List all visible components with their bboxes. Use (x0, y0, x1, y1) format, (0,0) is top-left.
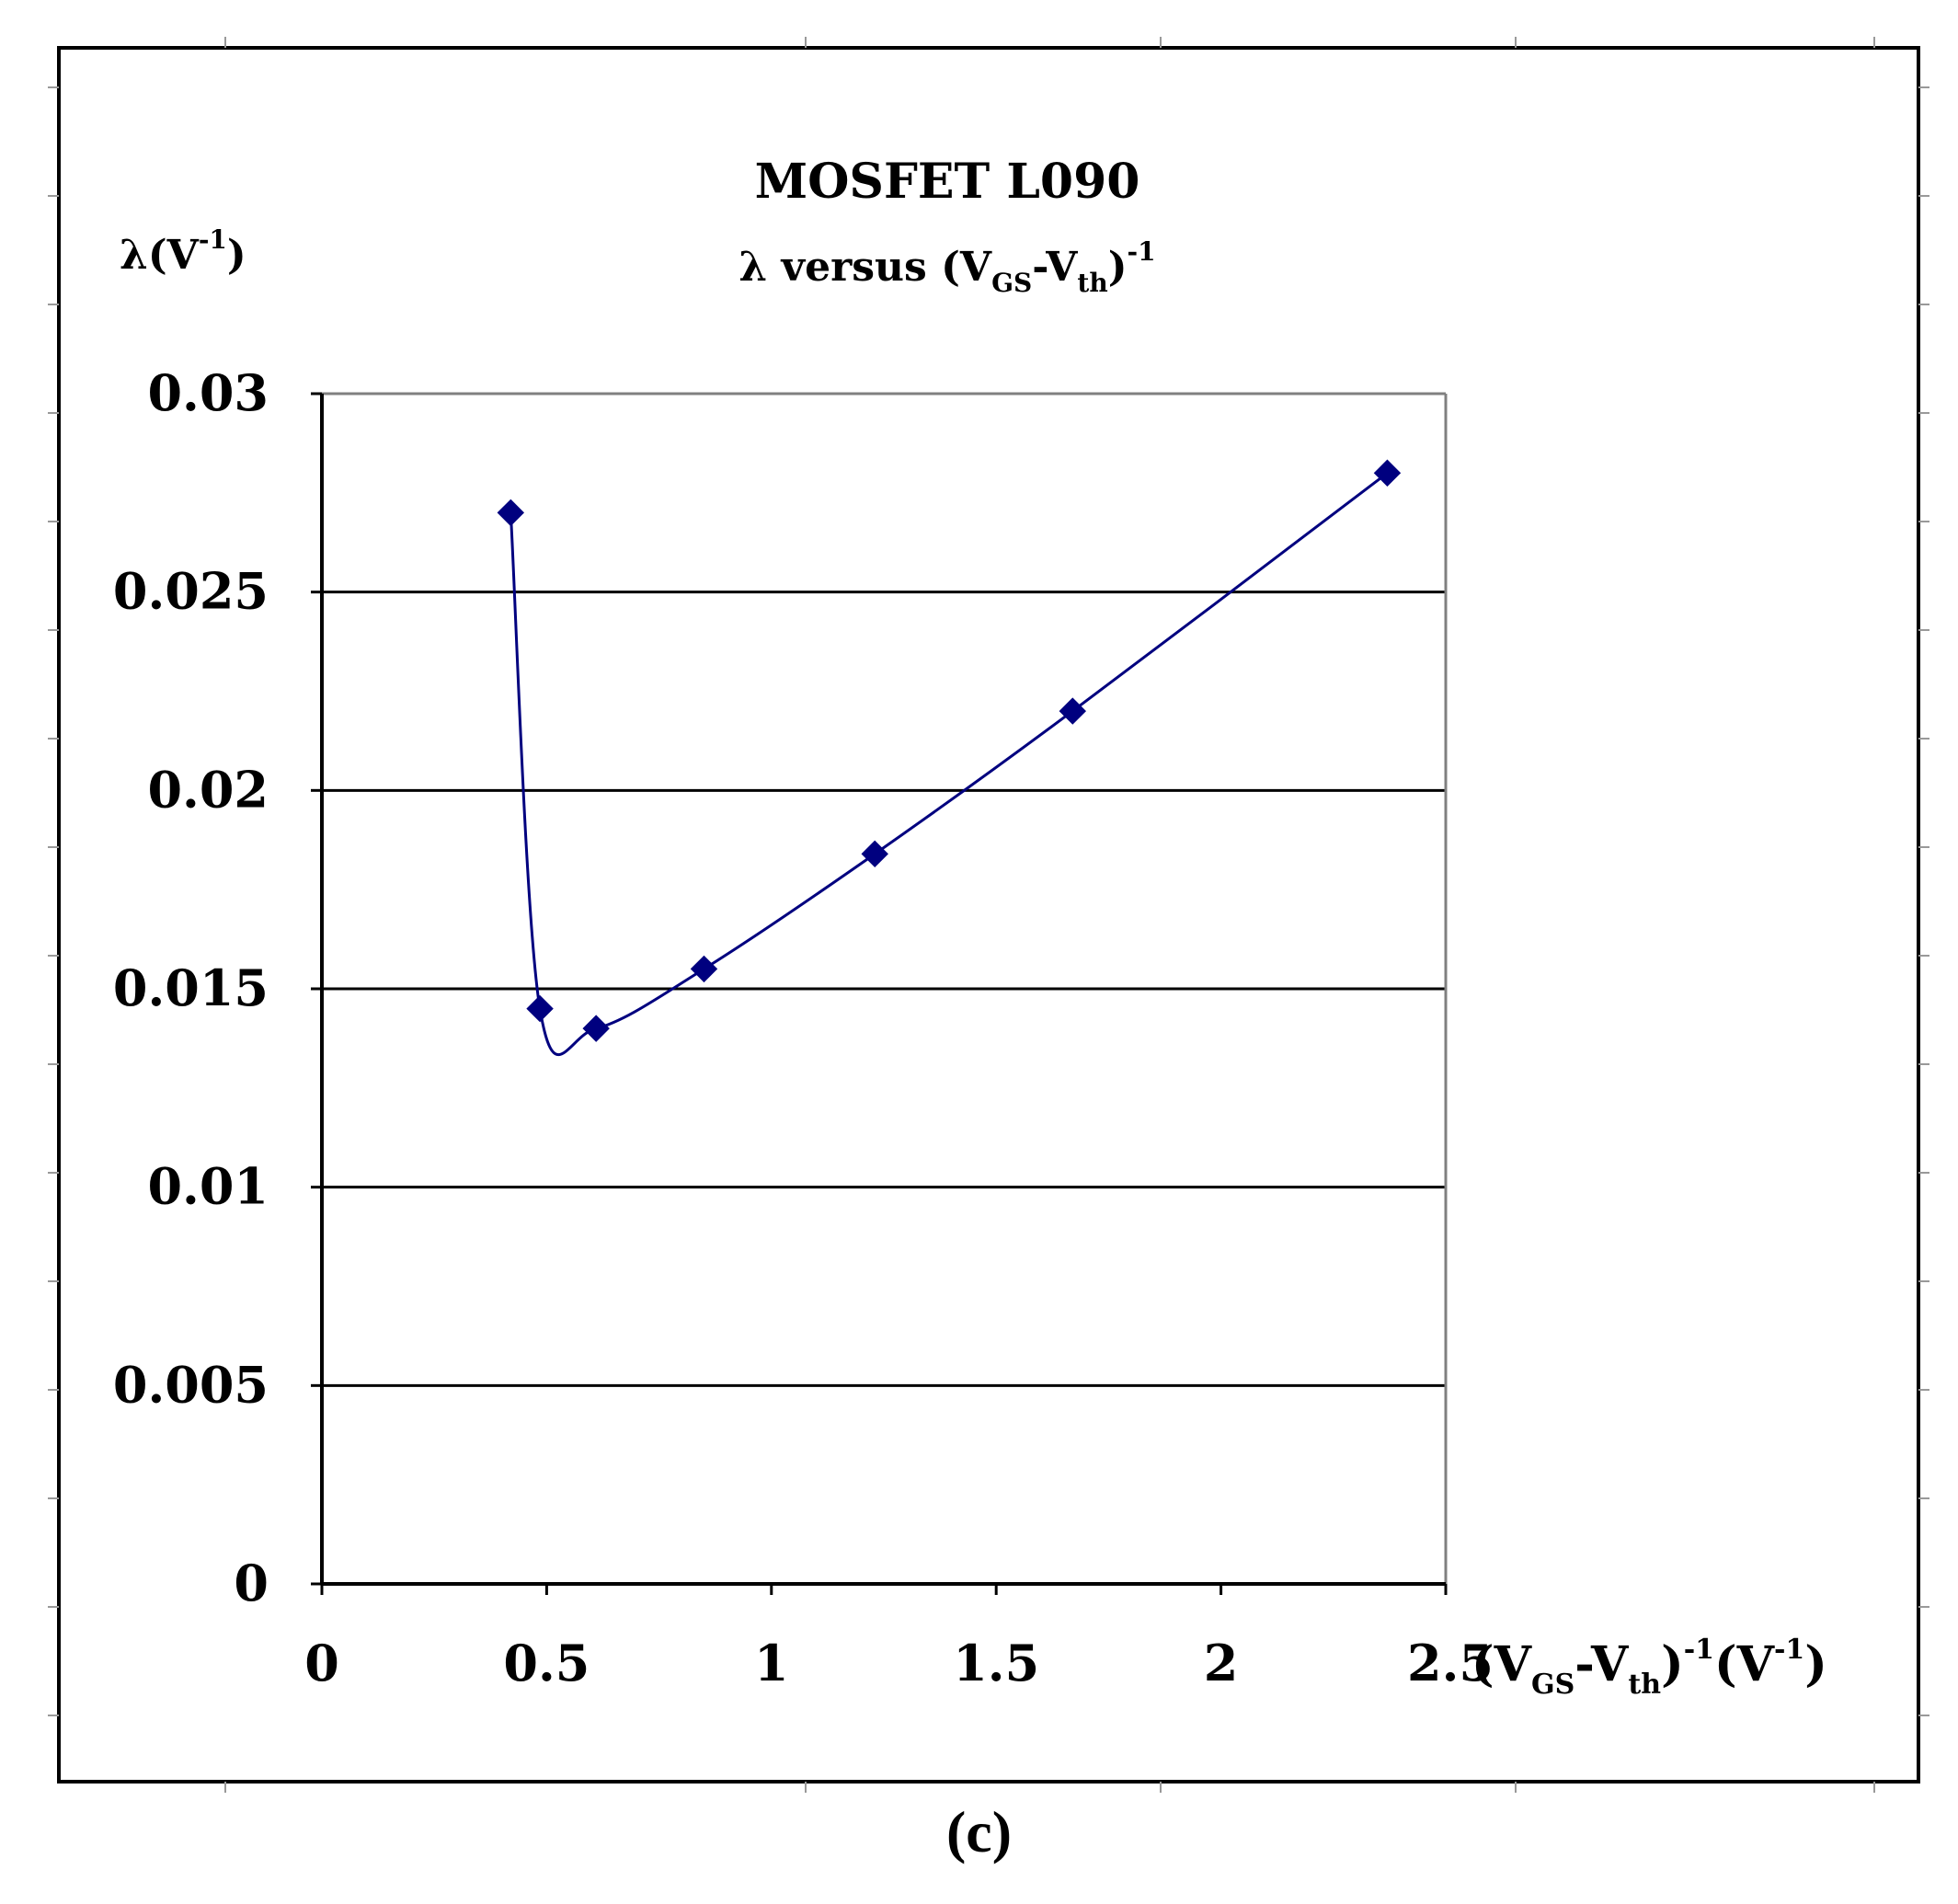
subtitle-prefix: λ versus (V (739, 244, 992, 291)
xlabel-sup-1: -1 (1684, 1634, 1714, 1666)
xlabel-prefix: (V (1471, 1636, 1533, 1692)
data-point-1 (526, 994, 554, 1023)
y-tick-label-1: 0.005 (113, 1355, 269, 1414)
data-point-3 (690, 955, 718, 983)
x-tick-label-3: 1.5 (953, 1634, 1039, 1692)
ylabel-sup: -1 (199, 224, 227, 255)
ylabel-close: ) (227, 232, 246, 279)
subtitle-close: ) (1108, 244, 1128, 291)
xlabel-sub-gs: GS (1531, 1669, 1574, 1701)
data-point-5 (1059, 697, 1087, 725)
y-tick-label-3: 0.015 (113, 958, 269, 1017)
y-tick-label-2: 0.01 (147, 1157, 269, 1216)
subtitle-sup: -1 (1128, 236, 1156, 267)
outer-frame (57, 46, 1920, 1784)
data-point-0 (497, 499, 525, 527)
y-tick-label-5: 0.025 (113, 562, 269, 621)
frame-ticks (48, 37, 1929, 1793)
x-tick-label-4: 2 (1204, 1634, 1239, 1692)
x-tick-labels: 0 0.5 1 1.5 2 2.5 (304, 1634, 1494, 1692)
axes (311, 392, 1448, 1595)
x-tick-label-1: 0.5 (503, 1634, 590, 1692)
y-tick-label-6: 0.03 (147, 363, 269, 422)
xlabel-close: ) (1661, 1636, 1684, 1692)
ylabel-prefix: λ(V (120, 232, 200, 279)
chart-subtitle: λ versus (VGS-Vth)-1 (739, 236, 1155, 298)
data-series (497, 459, 1402, 1057)
xlabel-sub-th: th (1628, 1669, 1661, 1701)
figure-caption: (c) (945, 1799, 1013, 1864)
y-tick-labels: 0 0.005 0.01 0.015 0.02 0.025 0.03 (113, 363, 269, 1612)
data-point-6 (1373, 459, 1402, 487)
subtitle-sub-gs: GS (991, 268, 1032, 298)
y-tick-label-0: 0 (234, 1554, 269, 1612)
xlabel-mid: -V (1574, 1636, 1630, 1692)
xlabel-sup-2: -1 (1774, 1634, 1804, 1666)
gridlines (322, 591, 1446, 1387)
x-tick-label-2: 1 (754, 1634, 789, 1692)
subtitle-sub-th: th (1077, 268, 1107, 298)
y-tick-label-4: 0.02 (147, 760, 269, 819)
x-tick-label-5: 2.5 (1407, 1634, 1494, 1692)
data-point-2 (582, 1015, 610, 1042)
subtitle-mid: -V (1032, 244, 1078, 291)
xlabel-unit-open: (V (1714, 1636, 1776, 1692)
x-tick-label-0: 0 (304, 1634, 339, 1692)
y-axis-label: λ(V-1) (120, 224, 246, 279)
xlabel-unit-close: ) (1804, 1636, 1827, 1692)
data-point-4 (861, 840, 888, 868)
x-axis-label: (VGS-Vth)-1(V-1) (1471, 1634, 1827, 1701)
chart-title: MOSFET L090 (755, 154, 1140, 210)
